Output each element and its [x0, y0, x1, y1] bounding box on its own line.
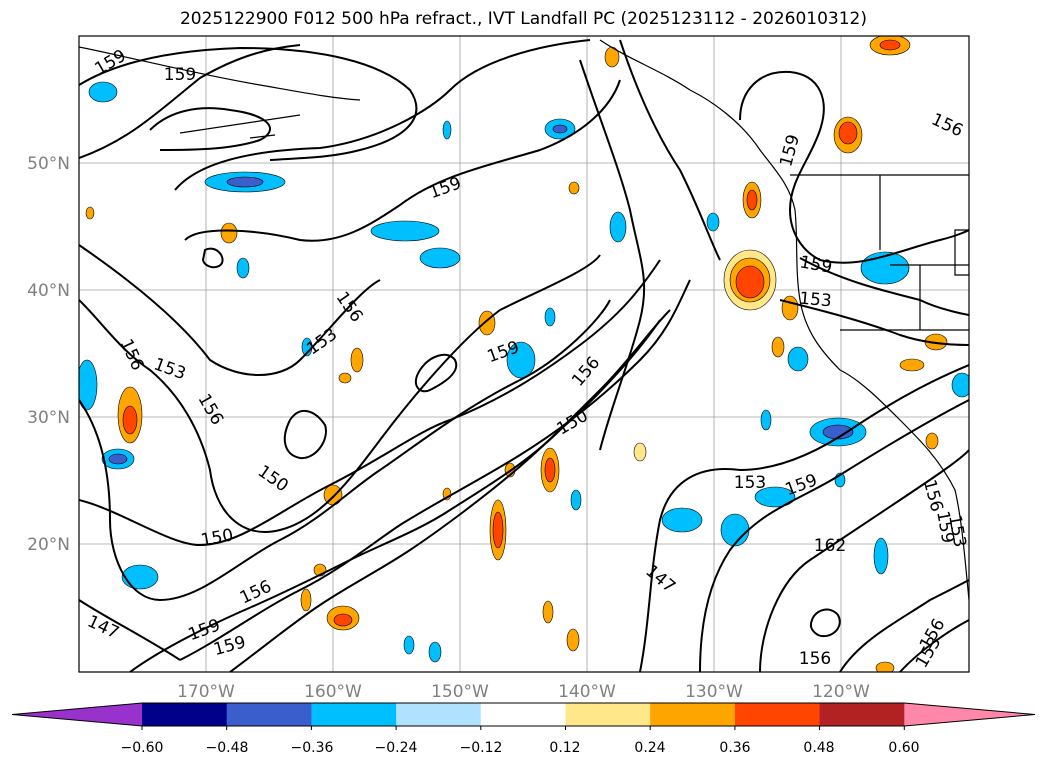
colorbar-tick-label: −0.36 [291, 740, 334, 756]
colorbar-tick-label: 0.36 [719, 740, 750, 756]
contour-label: 153 [798, 289, 832, 312]
colorbar-tick-label: 0.48 [803, 740, 834, 756]
colorbar-tick-label: 0.24 [634, 740, 665, 756]
colorbar-segment [734, 703, 821, 726]
lon-label-170w: 170°W [177, 682, 235, 702]
coastlines [79, 39, 969, 601]
contour-label: 156 [799, 649, 831, 669]
colorbar-tick-labels: −0.60 −0.48 −0.36 −0.24 −0.12 0.12 0.24 … [121, 740, 920, 756]
colorbar-segment [396, 703, 482, 726]
map-frame [78, 35, 970, 673]
lon-label-120w: 120°W [812, 682, 870, 702]
lat-label-50n: 50°N [27, 154, 70, 174]
colorbar [11, 702, 1036, 730]
colorbar-tick-label: −0.60 [121, 740, 164, 756]
colorbar-segment [226, 703, 312, 726]
map-plot-area [79, 36, 969, 672]
lat-label-40n: 40°N [27, 281, 70, 301]
lat-label-30n: 30°N [27, 408, 70, 428]
lat-label-20n: 20°N [27, 535, 70, 555]
negative-ivt-shading [79, 81, 969, 663]
lon-label-130w: 130°W [685, 682, 743, 702]
latitude-labels: 50°N 40°N 30°N 20°N [27, 154, 70, 555]
colorbar-tick-label: −0.24 [375, 740, 418, 756]
colorbar-tick-label: −0.12 [460, 740, 503, 756]
refractivity-contours [79, 39, 969, 672]
colorbar-tick-label: 0.12 [549, 740, 580, 756]
contour-label: 159 [164, 65, 196, 85]
lon-label-150w: 150°W [431, 682, 489, 702]
lon-label-160w: 160°W [304, 682, 362, 702]
contour-label: 162 [814, 536, 846, 556]
colorbar-segment [311, 703, 397, 726]
lon-label-140w: 140°W [558, 682, 616, 702]
colorbar-tick-label: 0.60 [888, 740, 919, 756]
longitude-labels: 170°W 160°W 150°W 140°W 130°W 120°W [177, 682, 870, 702]
colorbar-segment [565, 703, 651, 726]
colorbar-extend-low [12, 703, 142, 726]
colorbar-segment [650, 703, 736, 726]
colorbar-segment [480, 703, 566, 726]
page-title: 2025122900 F012 500 hPa refract., IVT La… [179, 9, 867, 29]
positive-ivt-shading [85, 36, 948, 672]
contour-label: 153 [734, 473, 766, 493]
colorbar-segment [142, 703, 228, 726]
colorbar-segment [819, 703, 905, 726]
colorbar-tick-label: −0.48 [206, 740, 249, 756]
colorbar-extend-high [904, 703, 1035, 726]
